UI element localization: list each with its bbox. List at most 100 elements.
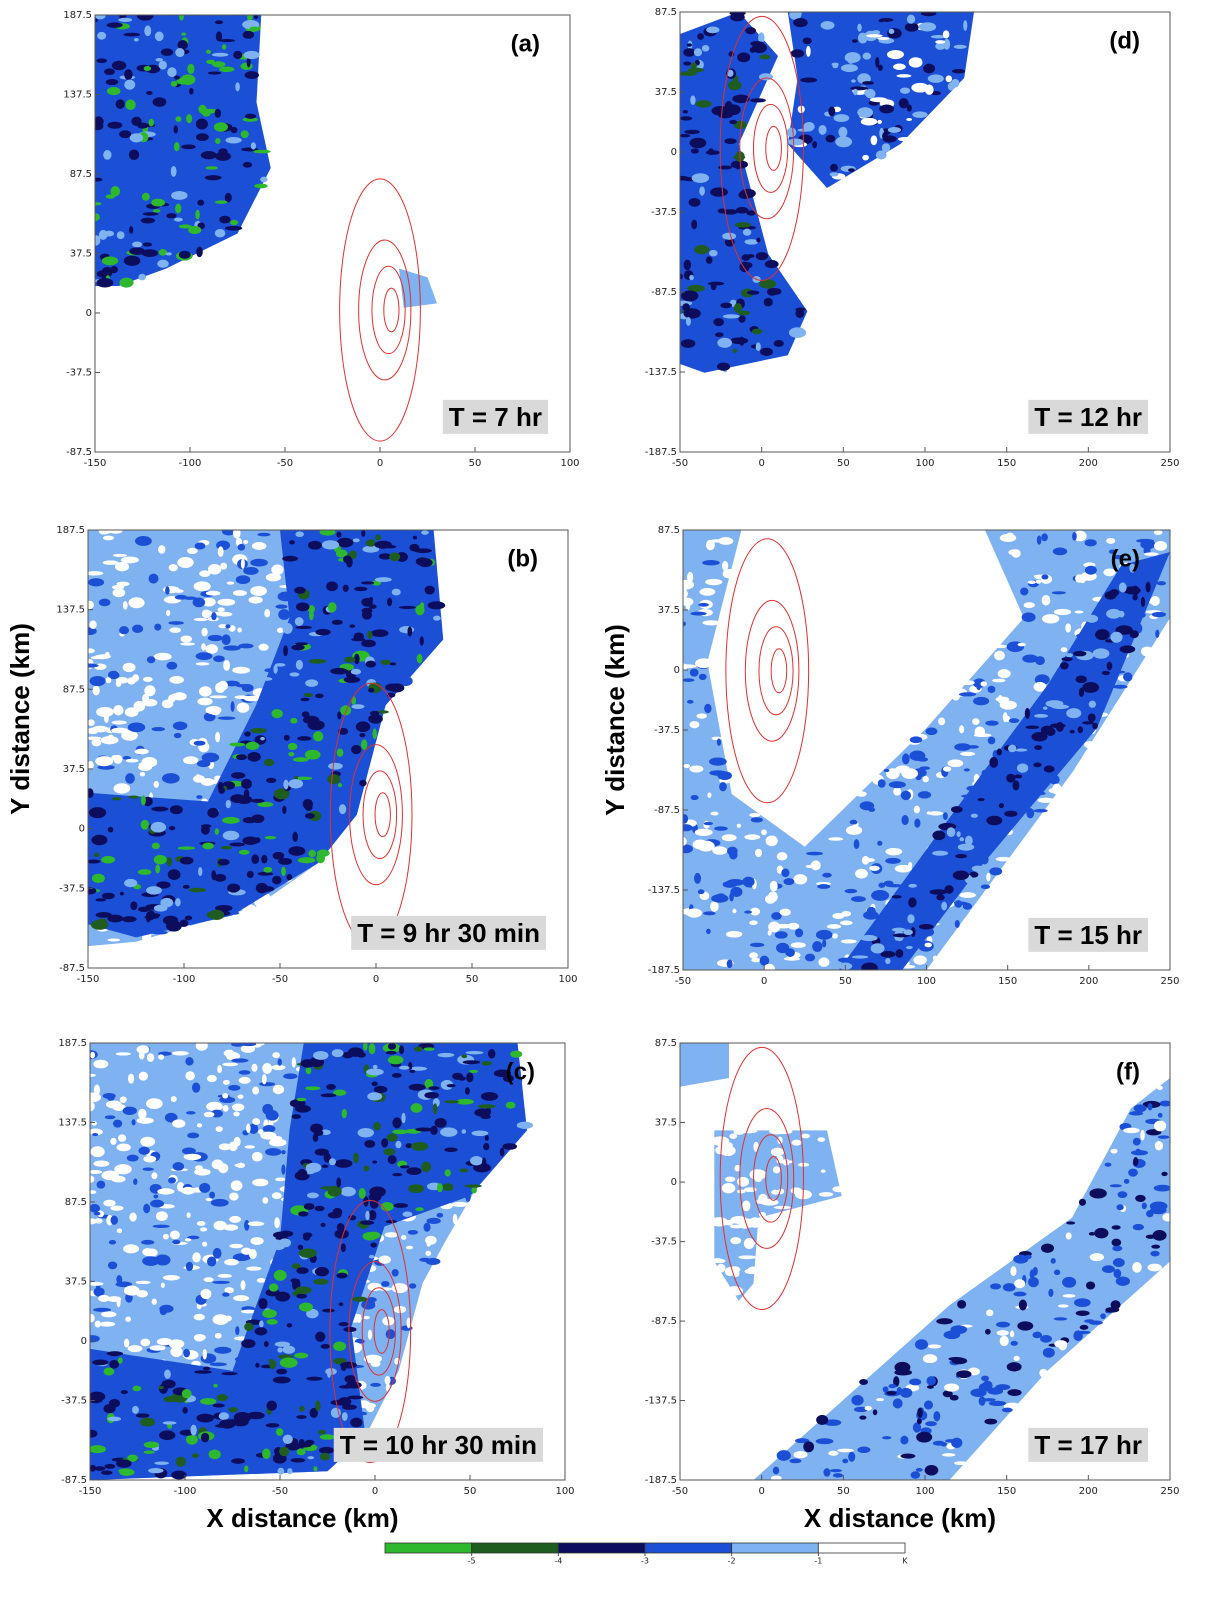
contour-patch — [717, 739, 721, 746]
contour-patch — [1073, 651, 1086, 657]
panel: -5005010015020025087.537.50-37.5-87.5-13… — [645, 1038, 1180, 1533]
contour-patch — [120, 892, 124, 896]
contour-patch — [1155, 630, 1159, 638]
contour-patch — [878, 779, 886, 788]
contour-patch — [318, 1430, 326, 1435]
contour-patch — [1054, 609, 1071, 615]
contour-patch — [828, 106, 835, 116]
contour-patch — [90, 676, 106, 686]
contour-patch — [734, 303, 742, 313]
contour-patch — [409, 1070, 415, 1073]
contour-patch — [785, 948, 795, 957]
colorbar-box — [818, 1543, 905, 1553]
contour-patch — [212, 61, 225, 67]
x-tick-label: 50 — [469, 458, 482, 469]
contour-patch — [174, 125, 178, 133]
contour-patch — [132, 1406, 139, 1414]
contour-patch — [124, 80, 135, 90]
contour-patch — [730, 887, 742, 897]
contour-patch — [279, 1238, 291, 1247]
contour-patch — [219, 1412, 229, 1420]
contour-patch — [950, 1395, 959, 1401]
contour-patch — [791, 49, 805, 57]
contour-patch — [92, 686, 99, 696]
contour-patch — [142, 1248, 153, 1256]
contour-patch — [988, 737, 996, 745]
contour-patch — [251, 142, 256, 149]
contour-patch — [244, 1465, 248, 1472]
contour-patch — [303, 1232, 313, 1237]
contour-patch — [885, 958, 890, 964]
contour-patch — [723, 881, 737, 888]
contour-patch — [411, 1103, 423, 1113]
y-tick-label: 37.5 — [63, 764, 85, 775]
contour-patch — [1028, 1277, 1039, 1287]
contour-patch — [719, 782, 727, 791]
contour-patch — [900, 1388, 912, 1398]
contour-patch — [122, 916, 137, 922]
contour-patch — [97, 278, 114, 287]
contour-patch — [714, 826, 728, 830]
contour-patch — [115, 562, 129, 571]
contour-patch — [1072, 532, 1077, 541]
contour-patch — [840, 921, 853, 926]
contour-patch — [133, 1178, 137, 1185]
contour-patch — [1011, 549, 1020, 557]
contour-patch — [143, 1451, 154, 1454]
contour-patch — [710, 187, 728, 196]
contour-patch — [147, 656, 155, 663]
contour-patch — [1033, 762, 1041, 767]
contour-patch — [1146, 1210, 1154, 1217]
contour-patch — [1146, 582, 1151, 593]
contour-patch — [686, 908, 702, 917]
contour-patch — [818, 957, 829, 966]
contour-patch — [393, 1203, 408, 1208]
contour-patch — [194, 1370, 212, 1374]
contour-patch — [502, 1143, 517, 1150]
contour-patch — [1118, 1191, 1128, 1198]
colorbar-box — [385, 1543, 472, 1553]
contour-patch — [444, 1100, 459, 1103]
contour-patch — [955, 900, 963, 908]
contour-patch — [182, 1389, 192, 1398]
contour-patch — [143, 212, 159, 216]
contour-patch — [366, 661, 376, 668]
contour-patch — [425, 1236, 437, 1245]
contour-patch — [773, 1166, 780, 1173]
contour-patch — [195, 542, 206, 549]
contour-patch — [919, 924, 934, 930]
contour-patch — [218, 787, 224, 794]
contour-patch — [443, 1183, 454, 1191]
contour-patch — [1152, 1230, 1166, 1241]
contour-patch — [225, 137, 241, 144]
contour-patch — [174, 142, 180, 151]
contour-patch — [777, 852, 788, 860]
contour-patch — [108, 1417, 122, 1422]
contour-patch — [401, 1235, 407, 1240]
contour-patch — [1034, 809, 1048, 812]
contour-patch — [272, 1065, 286, 1070]
contour-patch — [272, 1192, 282, 1199]
vortex-contour — [754, 104, 788, 192]
contour-patch — [1158, 1135, 1170, 1139]
contour-patch — [730, 13, 745, 22]
contour-patch — [1035, 656, 1045, 665]
contour-patch — [730, 1237, 741, 1244]
contour-patch — [409, 1283, 416, 1288]
contour-patch — [1131, 1150, 1148, 1155]
contour-patch — [1065, 623, 1071, 632]
contour-patch — [466, 1051, 484, 1054]
x-tick-label: -50 — [272, 1486, 288, 1497]
contour-patch — [151, 822, 167, 833]
contour-patch — [293, 757, 309, 762]
contour-patch — [1088, 713, 1096, 722]
contour-patch — [243, 817, 256, 823]
contour-patch — [1140, 1130, 1144, 1141]
x-tick-label: 50 — [837, 1486, 850, 1497]
contour-patch — [300, 698, 309, 701]
contour-patch — [692, 173, 709, 183]
contour-patch — [212, 53, 229, 57]
contour-patch — [689, 765, 703, 772]
contour-patch — [132, 1119, 136, 1125]
contour-patch — [791, 942, 806, 948]
